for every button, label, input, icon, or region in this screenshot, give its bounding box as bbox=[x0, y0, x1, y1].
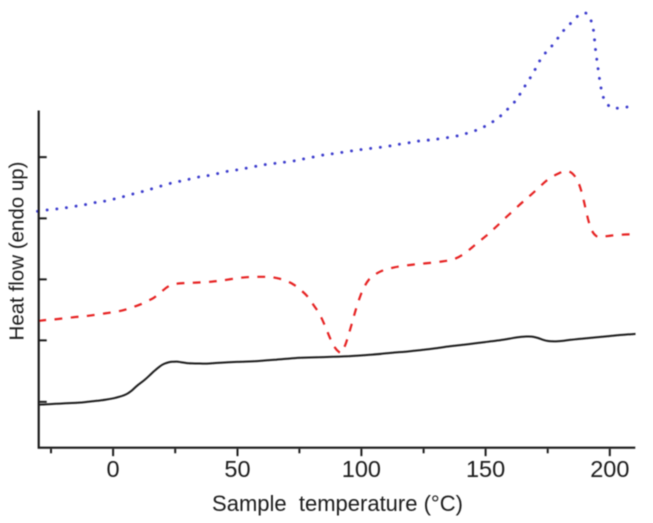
svg-text:200: 200 bbox=[590, 456, 629, 482]
svg-text:150: 150 bbox=[466, 456, 505, 482]
svg-text:Heat flow (endo up): Heat flow (endo up) bbox=[6, 162, 29, 341]
svg-text:0: 0 bbox=[107, 456, 120, 482]
svg-text:Sample temperature (°C): Sample temperature (°C) bbox=[212, 491, 463, 516]
svg-text:100: 100 bbox=[342, 456, 381, 482]
svg-text:50: 50 bbox=[224, 456, 250, 482]
